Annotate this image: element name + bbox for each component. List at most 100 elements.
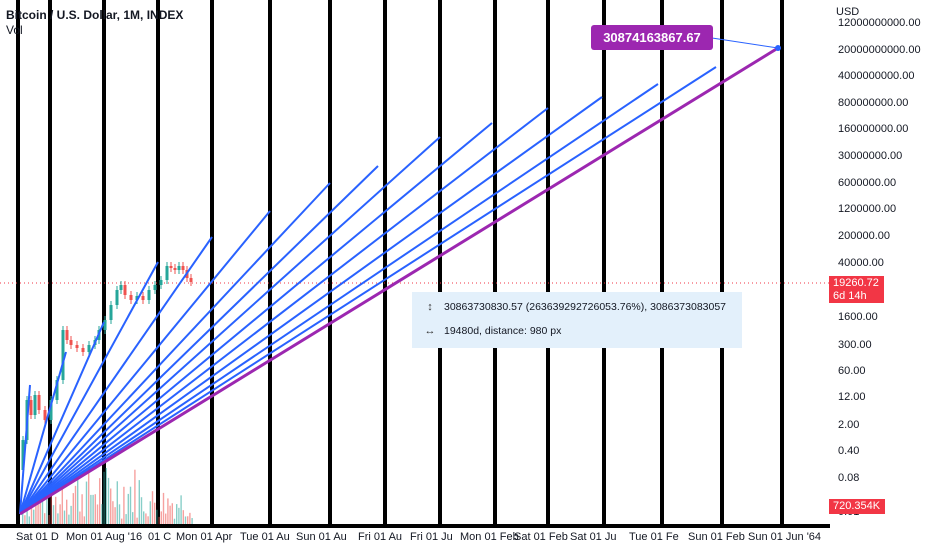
fan-line[interactable]	[19, 122, 493, 515]
price-axis-label: 40000.00	[838, 257, 884, 269]
fan-line[interactable]	[19, 136, 441, 515]
candle[interactable]	[21, 440, 25, 470]
fan-line[interactable]	[19, 321, 105, 515]
volume-bar	[191, 518, 193, 524]
candle[interactable]	[119, 285, 123, 290]
volume-bar	[184, 516, 187, 524]
volume-bar	[121, 518, 123, 524]
volume-bar	[105, 468, 107, 524]
candle[interactable]	[33, 395, 37, 415]
volume-bar	[74, 485, 77, 524]
volume-bar	[114, 507, 116, 524]
candle[interactable]	[103, 320, 107, 330]
candle[interactable]	[69, 340, 73, 345]
fan-line[interactable]	[19, 83, 659, 515]
candle[interactable]	[153, 285, 157, 290]
candle[interactable]	[75, 345, 79, 348]
price-axis-label: 0.08	[838, 472, 860, 484]
symbol-title[interactable]: Bitcoin / U.S. Dollar, 1M, INDEX	[6, 8, 184, 22]
volume-bar	[180, 495, 182, 524]
axis-currency-unit[interactable]: USD	[836, 6, 860, 18]
volume-bar	[178, 507, 180, 524]
candle[interactable]	[81, 348, 85, 352]
volume-bar	[63, 510, 66, 524]
volume-bar	[85, 481, 88, 524]
volume-bar	[46, 488, 48, 524]
vertical-bar	[268, 0, 272, 527]
volume-indicator-label[interactable]: Vol	[6, 23, 23, 37]
candle[interactable]	[189, 278, 193, 282]
fan-line[interactable]	[19, 351, 67, 515]
candle[interactable]	[65, 330, 69, 340]
volume-bar	[90, 494, 92, 524]
volume-bar	[107, 477, 110, 524]
candle[interactable]	[123, 285, 127, 295]
fan-line[interactable]	[19, 165, 379, 515]
volume-bar	[156, 509, 158, 524]
volume-bar	[169, 505, 171, 524]
volume-bar	[140, 497, 143, 524]
candle[interactable]	[177, 266, 181, 270]
fan-line[interactable]	[19, 210, 271, 515]
fan-line[interactable]	[19, 236, 213, 515]
volume-bar	[176, 504, 178, 524]
candle[interactable]	[129, 295, 133, 300]
candle[interactable]	[165, 266, 169, 280]
volume-bar	[103, 471, 105, 524]
candle[interactable]	[49, 400, 53, 420]
volume-bar	[151, 491, 154, 524]
volume-bar	[147, 516, 149, 524]
bottom-bar	[0, 524, 830, 528]
fan-line[interactable]	[19, 107, 549, 515]
volume-bar	[61, 488, 63, 524]
candle[interactable]	[147, 290, 151, 300]
candle[interactable]	[115, 290, 119, 305]
volume-bar	[39, 496, 41, 524]
trend-price-callout[interactable]: 30874163867.67	[591, 25, 713, 50]
candle[interactable]	[169, 266, 173, 268]
volume-bar	[134, 469, 136, 524]
candle[interactable]	[61, 330, 65, 380]
vertical-bar	[210, 0, 214, 527]
trend-endpoint-handle[interactable]	[775, 45, 781, 51]
vertical-bar	[16, 0, 20, 527]
chart-header: Bitcoin / U.S. Dollar, 1M, INDEX Vol	[6, 8, 183, 37]
volume-bar	[30, 499, 33, 524]
volume-bar	[26, 504, 28, 524]
candle[interactable]	[141, 296, 145, 300]
volume-bar	[88, 466, 90, 524]
fan-line[interactable]	[19, 261, 159, 515]
fan-line[interactable]	[19, 66, 717, 515]
price-axis-label: 60.00	[838, 365, 866, 377]
candle[interactable]	[29, 400, 33, 415]
time-axis-label: Mon 01 Feb	[460, 531, 519, 543]
candle[interactable]	[159, 280, 163, 285]
volume-bar	[189, 512, 191, 524]
fan-line[interactable]	[19, 96, 603, 515]
fan-line[interactable]	[19, 384, 31, 515]
candle[interactable]	[37, 395, 41, 410]
candle[interactable]	[181, 266, 185, 270]
vertical-bar	[493, 0, 497, 527]
time-axis-label: Sun 01 Jun '64	[748, 531, 822, 543]
measure-price-change: 30863730830.57 (263639292726053.76%), 30…	[444, 301, 727, 313]
main-trend-line[interactable]	[19, 46, 779, 516]
volume-bar	[123, 486, 125, 524]
fan-line[interactable]	[19, 182, 331, 515]
volume-bar	[68, 514, 70, 524]
candle[interactable]	[55, 380, 59, 400]
candle[interactable]	[87, 345, 91, 352]
vertical-range-icon: ↕	[427, 301, 433, 313]
volume-bar	[37, 502, 39, 524]
candle[interactable]	[43, 410, 47, 420]
volume-bar	[52, 505, 55, 524]
price-axis-label: 6000000.00	[838, 177, 897, 189]
time-axis-label: Sat 01 D	[16, 531, 59, 543]
price-axis-label: 0.40	[838, 445, 860, 457]
candle[interactable]	[109, 305, 113, 320]
candle[interactable]	[135, 296, 139, 300]
volume-bar	[99, 478, 101, 524]
volume-bar	[81, 494, 83, 524]
candle[interactable]	[173, 268, 177, 270]
